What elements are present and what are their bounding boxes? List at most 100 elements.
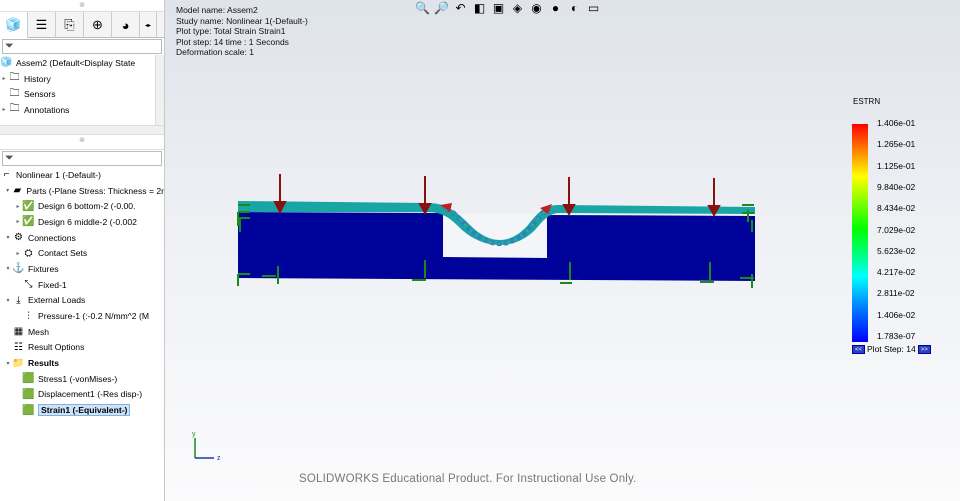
zoom-area-icon[interactable]: 🔎: [434, 1, 449, 15]
study-icon: ⌐: [3, 169, 10, 181]
study-tree-item[interactable]: ▸ ⛭ Contact Sets: [0, 245, 164, 261]
manager-tabs: 🧊 ☰ ⎘ ⊕ ◕ ◂▸: [0, 12, 164, 38]
tab-scroll-arrows[interactable]: ◂▸: [140, 12, 157, 38]
study-tree-item[interactable]: ▾ ▰ Parts (-Plane Stress: Thickness = 2r: [0, 183, 164, 199]
plot-info: Model name: Assem2 Study name: Nonlinear…: [176, 5, 308, 58]
hot-spot: [540, 204, 552, 214]
vertical-scrollbar[interactable]: [155, 55, 164, 125]
plot-type: Plot type: Total Strain Strain1: [176, 26, 286, 37]
fixtures-icon: ⚓: [12, 263, 25, 275]
study-tree-item-label: Stress1 (-vonMises-): [38, 373, 118, 384]
display-style-icon[interactable]: ◈: [512, 1, 523, 15]
study-tree-item[interactable]: 🟩 Displacement1 (-Res disp-): [0, 387, 164, 403]
expand-icon[interactable]: ▸: [16, 250, 20, 257]
legend-tick-label: 7.029e-02: [877, 224, 916, 235]
legend-tick-label: 5.623e-02: [877, 245, 916, 256]
expand-icon[interactable]: ▸: [2, 76, 6, 83]
legend-tick-label: 1.125e-01: [877, 160, 916, 171]
study-tree-item[interactable]: ⤡ Fixed-1: [0, 277, 164, 293]
study-tree-item-label: Contact Sets: [38, 248, 88, 259]
assembly-icon: 🧊: [0, 57, 13, 69]
study-tree-item[interactable]: ▾ ⚓ Fixtures: [0, 261, 164, 277]
feature-manager-tab[interactable]: 🧊: [0, 12, 28, 38]
property-manager-tab[interactable]: ☰: [28, 12, 56, 38]
tree-item-label: History: [24, 73, 51, 84]
tree-filter-top[interactable]: ⏷: [2, 39, 162, 54]
study-tree-item[interactable]: ▦ Mesh: [0, 324, 164, 340]
tree-item-sensors[interactable]: 🗀 Sensors: [0, 86, 164, 102]
study-tree-item[interactable]: ▾ ⤓ External Loads: [0, 293, 164, 309]
study-tree-item-label: Connections: [28, 232, 76, 243]
connections-icon: ⚙: [14, 232, 23, 244]
study-root-label: Nonlinear 1 (-Default-): [16, 169, 102, 180]
tree-item-annotations[interactable]: ▸ 🗀 Annotations: [0, 102, 164, 118]
top-layer: [238, 201, 755, 245]
study-tree-item-label: Parts (-Plane Stress: Thickness = 2r: [26, 185, 164, 196]
study-tree-item-label: Result Options: [28, 342, 85, 353]
study-tree: ⌐ Nonlinear 1 (-Default-) ▾ ▰ Parts (-Plane…: [0, 167, 164, 418]
scene-icon[interactable]: ◐: [570, 1, 579, 15]
legend-title: ESTRN: [853, 97, 881, 106]
expand-icon[interactable]: ▾: [6, 235, 10, 242]
hide-show-icon[interactable]: ◉: [531, 1, 542, 15]
tree-item-history[interactable]: ▸ 🗀 History: [0, 71, 164, 87]
tree-root[interactable]: 🧊 Assem2 (Default<Display State: [0, 55, 164, 71]
display-icon[interactable]: ▭: [587, 1, 600, 15]
panel-grip[interactable]: ⊚: [0, 0, 164, 12]
triad-x-label: z: [217, 455, 221, 462]
tree-filter-study[interactable]: ⏷: [2, 151, 162, 166]
section-view-icon[interactable]: ◧: [473, 1, 486, 15]
zoom-to-fit-icon[interactable]: 🔍: [415, 1, 430, 15]
expand-icon[interactable]: ▾: [6, 360, 10, 367]
study-tree-item[interactable]: ▸ ✅ Design 6 middle-2 (-0.002: [0, 214, 164, 230]
fixed-icon: ⤡: [24, 279, 33, 291]
deformation-scale: Deformation scale: 1: [176, 47, 254, 58]
configuration-manager-tab[interactable]: ⎘: [56, 12, 84, 38]
study-root[interactable]: ⌐ Nonlinear 1 (-Default-): [0, 167, 164, 183]
study-tree-item-label: Fixtures: [28, 263, 59, 274]
heads-up-toolbar: 🔍 🔎 ↶ ◧ ▣ ◈ ◉ ● ◐ ▭: [415, 1, 601, 15]
study-tree-item[interactable]: ▸ ✅ Design 6 bottom-2 (-0.00.: [0, 198, 164, 214]
legend-tick-label: 8.434e-02: [877, 203, 916, 214]
load-arrows: [273, 174, 721, 218]
model-body: [238, 201, 755, 281]
part-icon: ✅: [22, 200, 35, 212]
study-tree-item-label: Mesh: [28, 326, 50, 337]
expand-icon[interactable]: ▾: [6, 266, 10, 273]
study-tree-item[interactable]: ☷ Result Options: [0, 340, 164, 356]
parts-icon: ▰: [13, 185, 22, 197]
external-loads-icon: ⤓: [16, 294, 21, 306]
panel-splitter[interactable]: ⊚: [0, 135, 164, 150]
previous-step-button[interactable]: <<: [852, 344, 866, 354]
study-tree-item[interactable]: 🟩 Strain1 (-Equivalent-): [0, 402, 164, 418]
study-tree-item-label: Fixed-1: [38, 279, 67, 290]
expand-icon[interactable]: ▸: [2, 107, 6, 114]
study-tree-item[interactable]: ⫶ Pressure-1 (:-0.2 N/mm^2 (M: [0, 308, 164, 324]
study-tree-item[interactable]: 🟩 Stress1 (-vonMises-): [0, 371, 164, 387]
expand-icon[interactable]: ▾: [6, 297, 10, 304]
next-step-button[interactable]: >>: [917, 344, 931, 354]
dimxpert-tab[interactable]: ⊕: [84, 12, 112, 38]
legend-tick-label: 1.783e-07: [877, 331, 916, 341]
expand-icon[interactable]: ▾: [6, 188, 10, 195]
expand-icon[interactable]: ▸: [16, 203, 20, 210]
study-tree-item[interactable]: ▾ ⚙ Connections: [0, 230, 164, 246]
legend-tick-label: 4.217e-02: [877, 267, 916, 278]
study-tree-item-label: Design 6 middle-2 (-0.002: [38, 216, 137, 227]
hot-spot: [440, 203, 452, 212]
appearance-icon[interactable]: ●: [551, 1, 560, 15]
plot-icon: 🟩: [22, 404, 35, 416]
study-tree-item[interactable]: ▾ 📁 Results: [0, 355, 164, 371]
study-tree-item-label: Pressure-1 (:-0.2 N/mm^2 (M: [38, 311, 149, 322]
view-orientation-icon[interactable]: ▣: [492, 1, 505, 15]
legend-tick-label: 1.406e-01: [877, 118, 916, 128]
mesh-icon: ▦: [13, 326, 24, 338]
results-folder-icon: 📁: [12, 357, 25, 369]
previous-view-icon[interactable]: ↶: [455, 1, 466, 15]
part-icon: ✅: [22, 216, 35, 228]
expand-icon[interactable]: ▸: [16, 219, 20, 226]
horizontal-scrollbar[interactable]: [0, 125, 164, 135]
display-manager-tab[interactable]: ◕: [112, 12, 140, 38]
study-tree-item-label: Strain1 (-Equivalent-): [38, 404, 131, 417]
legend-tick-label: 1.406e-02: [877, 309, 916, 320]
